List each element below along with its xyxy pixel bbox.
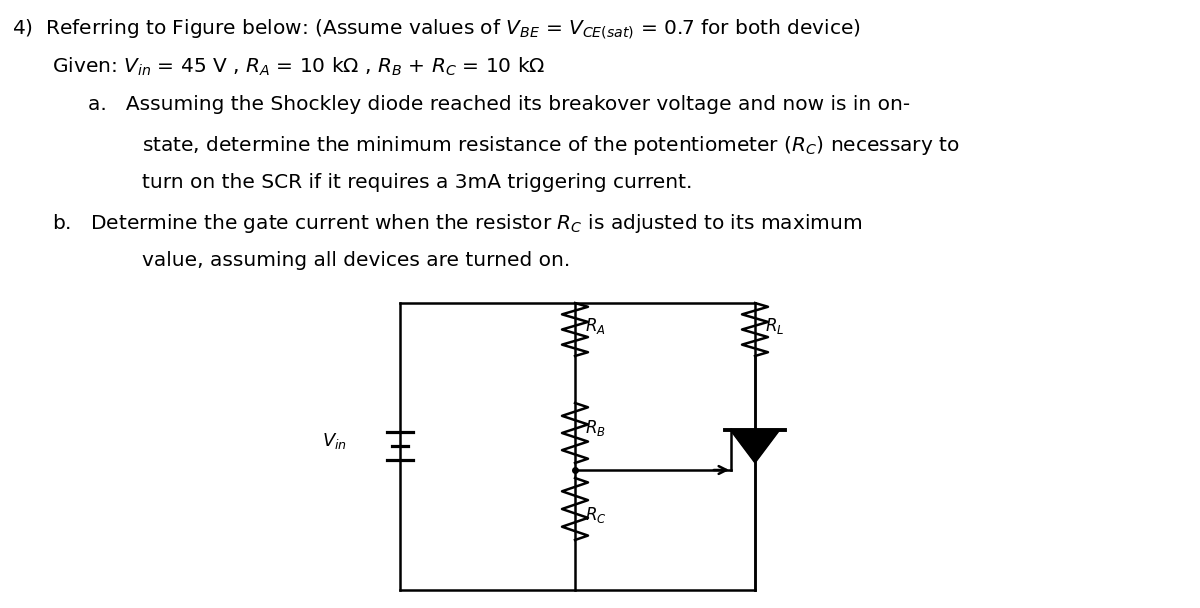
Text: $R_A$: $R_A$ xyxy=(586,316,606,336)
Text: $V_{in}$: $V_{in}$ xyxy=(322,431,347,451)
Text: $R_B$: $R_B$ xyxy=(586,418,606,438)
Text: a.   Assuming the Shockley diode reached its breakover voltage and now is in on-: a. Assuming the Shockley diode reached i… xyxy=(88,95,910,114)
Text: state, determine the minimum resistance of the potentiometer ($R_C$) necessary t: state, determine the minimum resistance … xyxy=(142,134,960,157)
Polygon shape xyxy=(731,430,779,462)
Text: b.   Determine the gate current when the resistor $R_C$ is adjusted to its maxim: b. Determine the gate current when the r… xyxy=(52,212,862,235)
Text: 4)  Referring to Figure below: (Assume values of $V_{BE}$ = $V_{CE(sat)}$ = 0.7 : 4) Referring to Figure below: (Assume va… xyxy=(12,18,860,41)
Text: value, assuming all devices are turned on.: value, assuming all devices are turned o… xyxy=(142,251,570,270)
Text: turn on the SCR if it requires a 3mA triggering current.: turn on the SCR if it requires a 3mA tri… xyxy=(142,173,692,192)
Text: $R_L$: $R_L$ xyxy=(766,316,785,336)
Text: $R_C$: $R_C$ xyxy=(586,505,607,525)
Text: Given: $V_{in}$ = 45 V , $R_A$ = 10 k$\Omega$ , $R_B$ + $R_C$ = 10 k$\Omega$: Given: $V_{in}$ = 45 V , $R_A$ = 10 k$\O… xyxy=(52,56,546,78)
